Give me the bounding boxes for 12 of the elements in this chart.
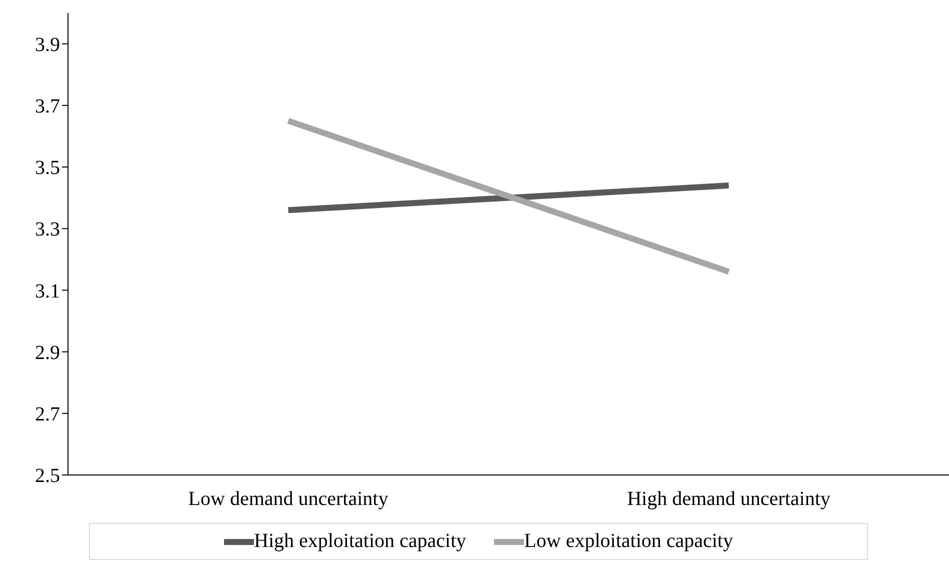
y-tick-label: 3.3 [35, 218, 60, 241]
y-tick-label: 3.5 [35, 157, 60, 180]
y-tick-label: 3.9 [35, 34, 60, 56]
y-tick-label: 2.5 [35, 465, 60, 488]
x-tick-label: High demand uncertainty [627, 488, 830, 510]
y-tick-label: 2.7 [35, 404, 60, 426]
y-tick-label: 3.7 [35, 96, 60, 118]
y-tick-label: 3.1 [35, 280, 60, 302]
x-tick-label: Low demand uncertainty [188, 488, 388, 510]
legend-label: Low exploitation capacity [524, 530, 733, 553]
y-tick-label: 2.9 [35, 342, 60, 364]
legend-label: High exploitation capacity [254, 530, 466, 553]
